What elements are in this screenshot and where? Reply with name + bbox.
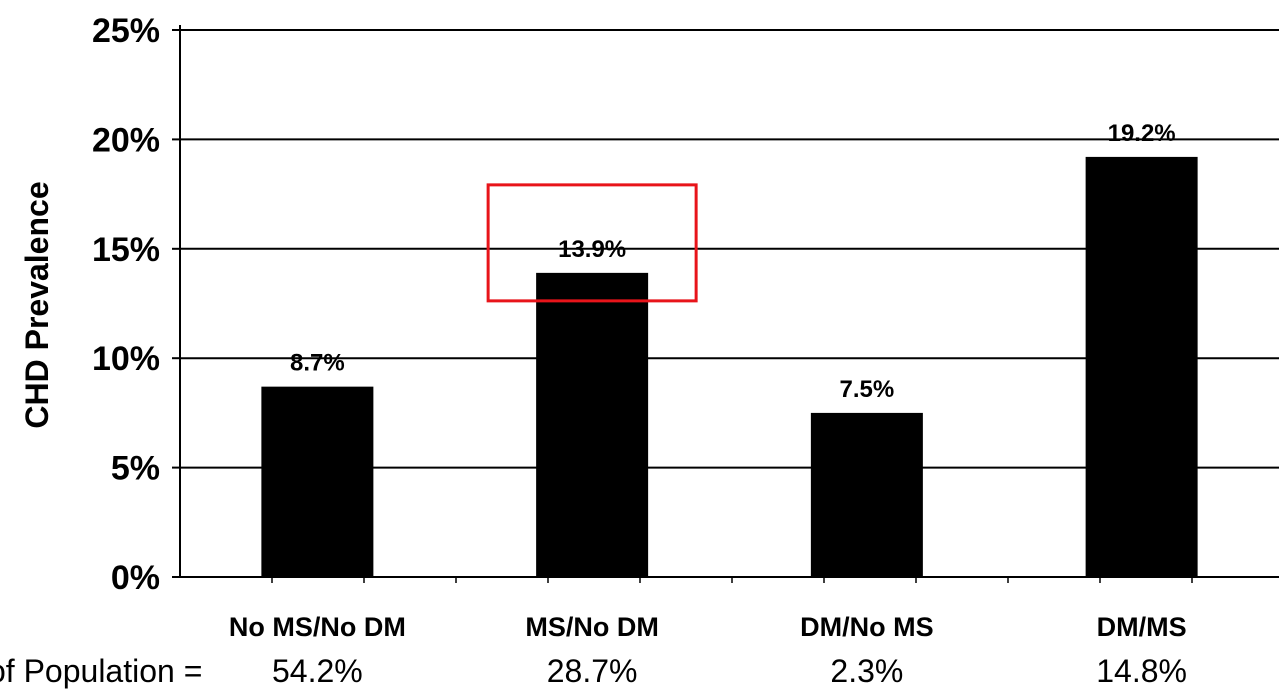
y-tick-label: 15% bbox=[92, 231, 160, 269]
bars bbox=[261, 156, 1198, 578]
y-tick-label: 0% bbox=[111, 559, 160, 597]
population-value: 28.7% bbox=[547, 653, 638, 689]
y-tick-label: 5% bbox=[111, 450, 160, 488]
population-value: 14.8% bbox=[1096, 653, 1187, 689]
bar bbox=[536, 272, 649, 577]
category-label: MS/No DM bbox=[525, 612, 658, 642]
data-labels: 8.7% 13.9% 7.5% 19.2% bbox=[290, 120, 1176, 403]
category-labels: No MS/No DM MS/No DM DM/No MS DM/MS bbox=[229, 612, 1187, 642]
y-tick-label: 25% bbox=[92, 12, 160, 50]
y-tick-label: 10% bbox=[92, 340, 160, 378]
bar bbox=[261, 386, 374, 577]
y-axis-label: CHD Prevalence bbox=[19, 181, 55, 428]
y-tick-label: 20% bbox=[92, 121, 160, 159]
highlight-box bbox=[486, 183, 698, 303]
highlight-rectangle bbox=[486, 183, 698, 303]
bar bbox=[1085, 156, 1198, 578]
y-tick-labels: 0% 5% 10% 15% 20% 25% bbox=[92, 12, 1193, 597]
bar-value-label: 8.7% bbox=[290, 350, 345, 377]
bar-value-label: 13.9% bbox=[558, 236, 626, 263]
bar-value-label: 7.5% bbox=[840, 376, 895, 403]
population-label: of Population = bbox=[0, 653, 202, 689]
category-label: DM/No MS bbox=[800, 612, 933, 642]
category-label: DM/MS bbox=[1097, 612, 1187, 642]
population-value: 54.2% bbox=[272, 653, 363, 689]
bar-value-label: 19.2% bbox=[1108, 120, 1176, 147]
category-label: No MS/No DM bbox=[229, 612, 406, 642]
bar bbox=[810, 412, 923, 577]
population-values: 54.2% 28.7% 2.3% 14.8% bbox=[272, 653, 1187, 689]
population-value: 2.3% bbox=[830, 653, 903, 689]
